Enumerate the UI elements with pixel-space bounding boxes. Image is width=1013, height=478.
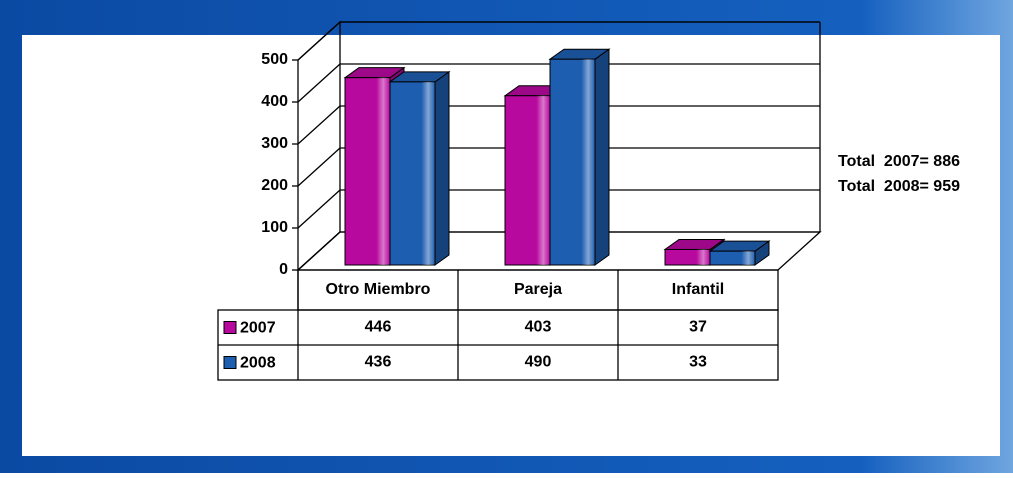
- grid-line: [297, 21, 341, 61]
- table-value: 436: [365, 354, 392, 371]
- table-value: 490: [525, 354, 552, 371]
- legend-label: 2008: [240, 355, 276, 372]
- legend-swatch: [223, 356, 237, 369]
- bar-shine: [550, 59, 595, 266]
- grid-line: [297, 189, 341, 229]
- table-value: 446: [365, 319, 392, 336]
- legend-swatch: [223, 321, 237, 334]
- table-value: 37: [689, 319, 707, 336]
- y-tick-label: 0: [279, 261, 288, 278]
- y-tick-label: 100: [261, 219, 288, 236]
- grid-line: [297, 63, 341, 103]
- x-tick-label: Otro Miembro: [326, 281, 431, 298]
- bar-side: [594, 48, 610, 266]
- grid-line: [297, 231, 341, 271]
- y-tick-label: 400: [261, 93, 288, 110]
- y-tick-label: 500: [261, 51, 288, 68]
- x-tick-label: Pareja: [514, 281, 562, 298]
- y-tick-label: 300: [261, 135, 288, 152]
- table-value: 403: [525, 319, 552, 336]
- bar-side: [434, 70, 450, 266]
- bar-shine: [665, 249, 710, 265]
- bar-shine: [345, 77, 390, 266]
- annotation: Total 2008= 959: [838, 178, 960, 195]
- bar-shine: [390, 81, 435, 265]
- grid-line: [297, 147, 341, 187]
- table-value: 33: [689, 354, 707, 371]
- x-tick-label: Infantil: [672, 281, 724, 298]
- annotation: Total 2007= 886: [838, 153, 960, 170]
- bar-shine: [710, 251, 755, 265]
- grid-line: [297, 105, 341, 145]
- bar-shine: [505, 95, 550, 266]
- y-tick-label: 200: [261, 177, 288, 194]
- legend-label: 2007: [240, 320, 276, 337]
